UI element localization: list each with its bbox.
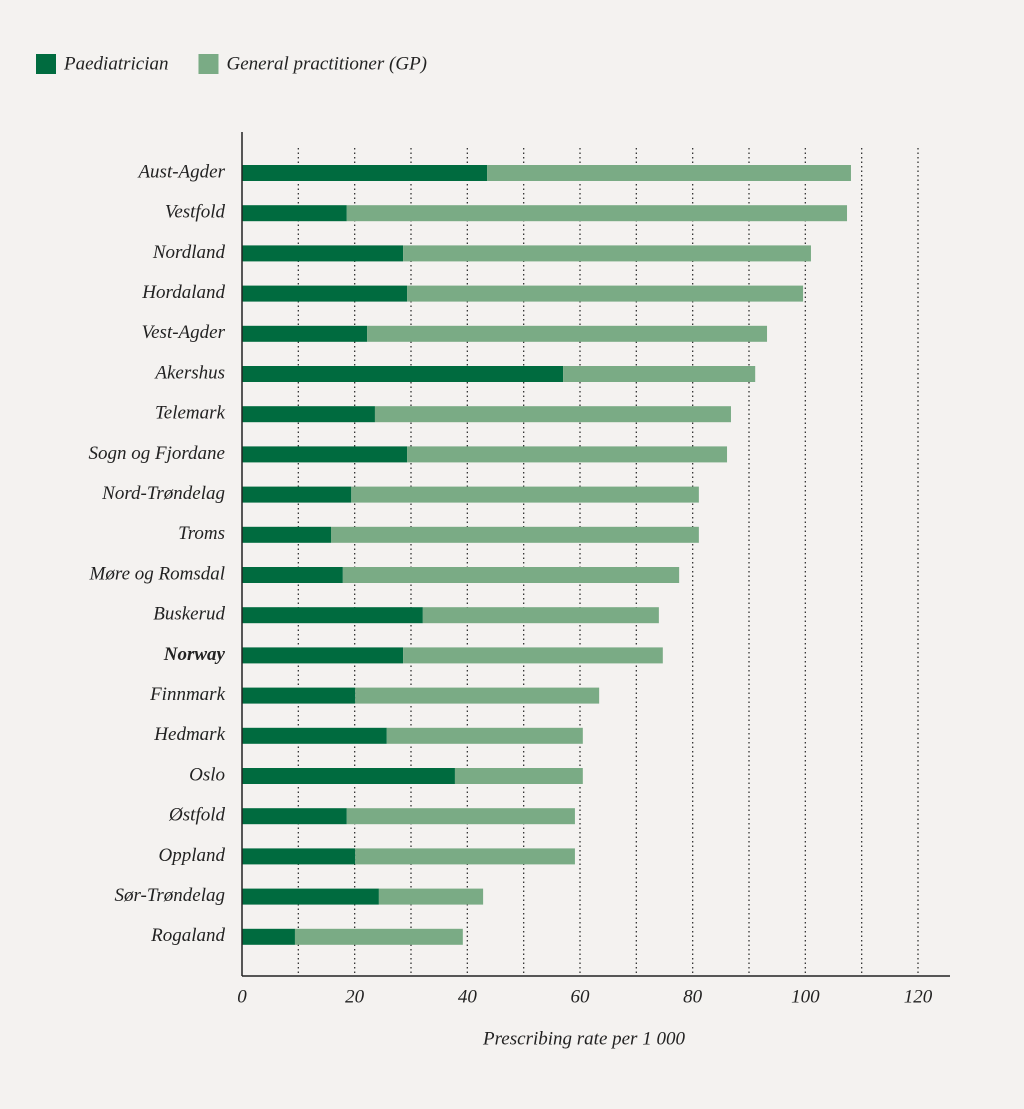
x-tick-label: 100	[791, 986, 820, 1007]
x-tick-label: 0	[237, 986, 247, 1007]
bar-segment	[403, 647, 663, 664]
y-tick-label: Hordaland	[141, 282, 225, 303]
legend-swatch	[36, 54, 56, 74]
bar-segment	[351, 486, 699, 503]
y-tick-label: Akershus	[153, 362, 225, 383]
bar-segment	[487, 165, 851, 181]
bar-segment	[242, 446, 408, 463]
x-tick-label: 120	[904, 986, 933, 1007]
bar-segment	[242, 285, 408, 302]
bar-segment	[294, 928, 463, 945]
bar-segment	[242, 366, 564, 382]
y-tick-label: Nordland	[152, 242, 226, 263]
y-tick-label: Hedmark	[153, 724, 225, 745]
y-tick-label: Buskerud	[153, 604, 225, 625]
y-tick-label: Oppland	[159, 845, 226, 866]
bar-segment	[242, 325, 368, 342]
bar-segment	[242, 406, 375, 423]
bar-segment	[407, 446, 728, 463]
bar-segment	[403, 245, 811, 262]
bar-segment	[242, 486, 352, 503]
x-tick-label: 80	[683, 986, 703, 1007]
y-tick-label: Norway	[163, 644, 226, 665]
bar-segment	[346, 808, 575, 825]
y-tick-label: Aust-Agder	[136, 161, 225, 182]
bar-segment	[242, 647, 404, 664]
bar-segment	[242, 567, 343, 583]
bar-segment	[367, 325, 768, 342]
bar-segment	[242, 526, 332, 543]
legend-label: Paediatrician	[63, 53, 168, 74]
bar-segment	[563, 366, 756, 382]
bar-segment	[342, 567, 680, 583]
bar-segment	[242, 687, 356, 704]
bar-segment	[242, 928, 295, 945]
y-tick-label: Nord-Trøndelag	[101, 483, 225, 504]
y-tick-label: Troms	[178, 523, 225, 544]
bar-segment	[422, 607, 659, 624]
bar-segment	[346, 205, 848, 222]
bar-segment	[331, 526, 699, 543]
y-tick-label: Østfold	[168, 805, 225, 826]
y-tick-label: Oslo	[189, 764, 225, 785]
y-tick-label: Vestfold	[165, 202, 226, 223]
x-tick-label: 40	[458, 986, 478, 1007]
bar-segment	[242, 245, 404, 262]
y-tick-label: Rogaland	[150, 925, 225, 946]
y-tick-label: Sør-Trøndelag	[115, 885, 225, 906]
bar-segment	[242, 727, 387, 744]
bar-segment	[242, 888, 379, 905]
y-tick-label: Sogn og Fjordane	[88, 443, 225, 464]
y-tick-label: Telemark	[155, 403, 226, 424]
y-tick-label: Vest-Agder	[142, 322, 226, 343]
bar-segment	[242, 165, 488, 181]
bar-segment	[454, 768, 583, 784]
bar-segment	[355, 687, 600, 704]
bar-segment	[242, 607, 423, 624]
x-tick-label: 20	[345, 986, 365, 1007]
bar-segment	[355, 848, 575, 865]
legend-label: General practitioner (GP)	[226, 53, 427, 74]
bar-segment	[242, 205, 347, 222]
x-axis-title: Prescribing rate per 1 000	[482, 1028, 685, 1049]
bar-segment	[407, 285, 804, 302]
bar-segment	[242, 848, 356, 865]
bar-segment	[242, 808, 347, 825]
bar-segment	[374, 406, 731, 423]
bar-segment	[386, 727, 583, 744]
bar-segment	[378, 888, 484, 905]
y-tick-label: Møre og Romsdal	[89, 563, 225, 584]
bar-segment	[242, 768, 455, 784]
legend-swatch	[198, 54, 219, 74]
y-tick-label: Finnmark	[149, 684, 226, 705]
x-tick-label: 60	[571, 986, 591, 1007]
